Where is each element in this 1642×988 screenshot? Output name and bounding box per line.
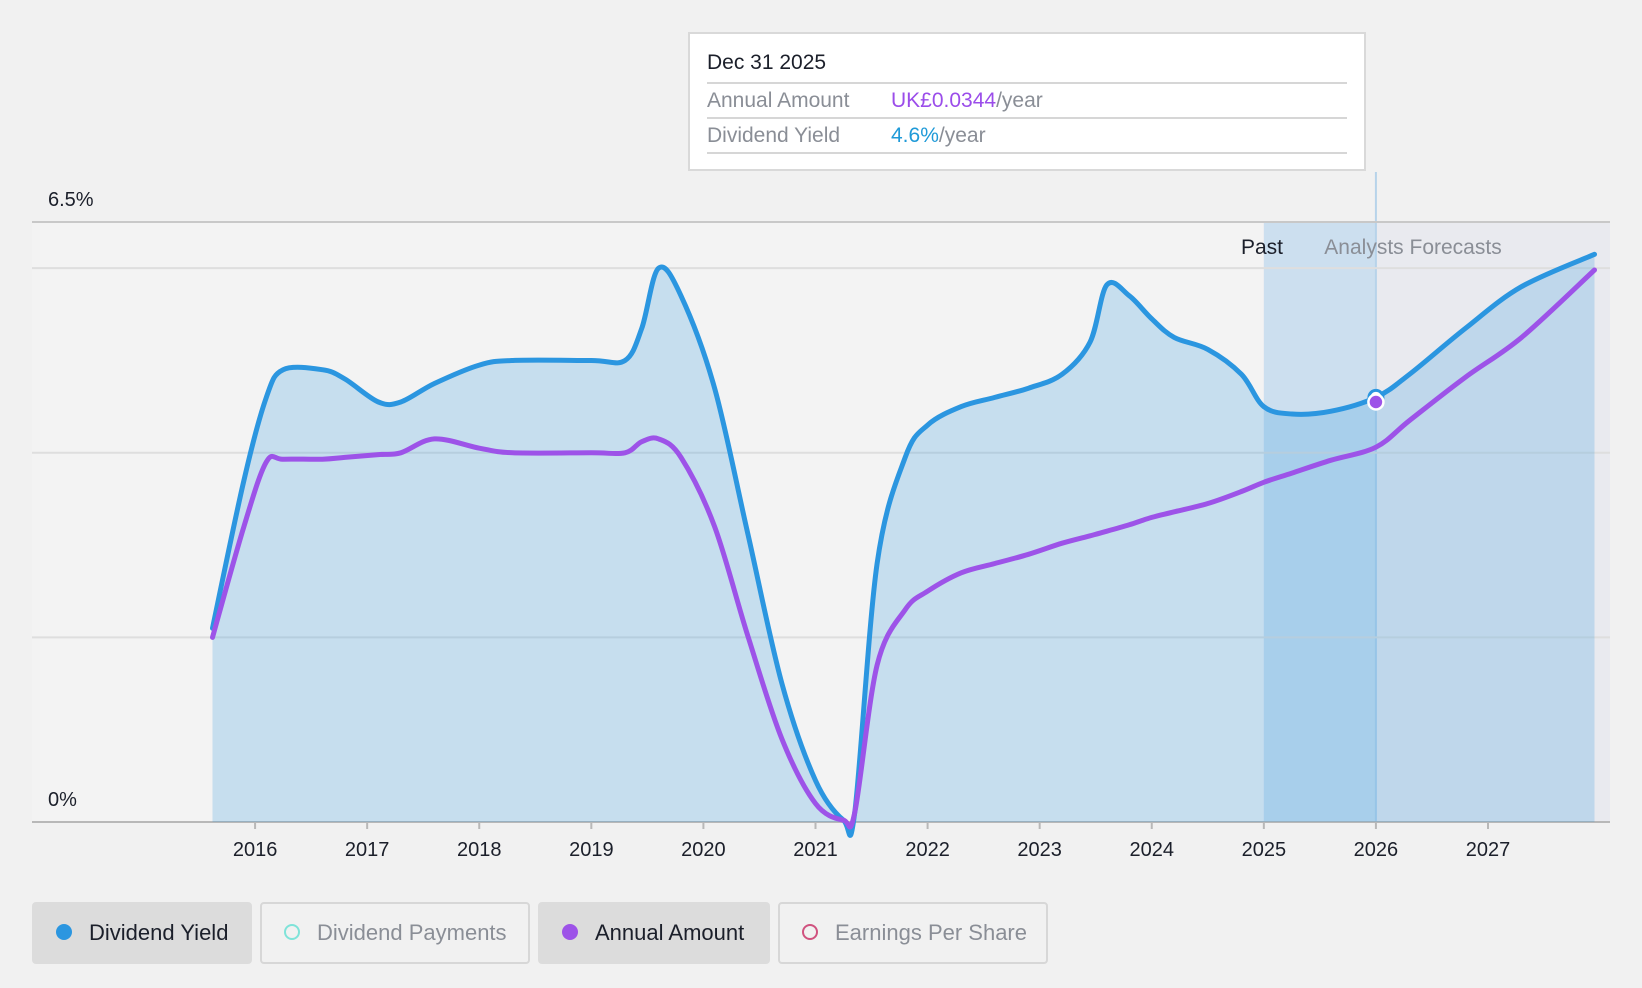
x-tick-label: 2021	[793, 839, 838, 861]
x-tick-label: 2017	[345, 839, 390, 861]
earnings-per-share-ring-icon	[802, 924, 818, 941]
legend-dividend-yield-label: Dividend Yield	[89, 920, 229, 945]
legend-dividend-payments-label: Dividend Payments	[317, 920, 507, 945]
x-tick-label: 2027	[1466, 839, 1511, 861]
x-tick-label: 2022	[905, 839, 950, 861]
tooltip-annual-amount-unit: /year	[996, 89, 1043, 112]
tooltip-dividend-yield-label: Dividend Yield	[707, 124, 841, 147]
x-tick-label: 2023	[1017, 839, 1062, 861]
annual-amount-dot-icon	[562, 924, 578, 941]
forecast-region-label: Analysts Forecasts	[1324, 236, 1501, 259]
legend-dividend-yield-button[interactable]: Dividend Yield	[32, 902, 252, 964]
x-tick-label: 2018	[457, 839, 502, 861]
forecast-band	[1263, 222, 1376, 822]
x-tick-label: 2019	[569, 839, 614, 861]
y-axis-top-label: 6.5%	[48, 189, 94, 211]
tooltip-annual-amount-row: Annual Amount UK£0.0344/year	[707, 84, 1347, 119]
x-tick-label: 2016	[233, 839, 278, 861]
tooltip-annual-amount-label: Annual Amount	[707, 89, 850, 112]
dividend-yield-area	[212, 254, 1595, 836]
legend-earnings-per-share-label: Earnings Per Share	[835, 920, 1027, 945]
x-tick-label: 2020	[681, 839, 726, 861]
tooltip-annual-amount-value: UK£0.0344	[891, 89, 997, 112]
legend-dividend-payments-button[interactable]: Dividend Payments	[260, 902, 530, 964]
x-tick-label: 2025	[1242, 839, 1287, 861]
legend-annual-amount-label: Annual Amount	[595, 920, 745, 945]
tooltip-dividend-yield-unit: /year	[938, 124, 986, 147]
annual-amount-marker	[1367, 393, 1385, 411]
tooltip-date: Dec 31 2025	[707, 48, 1347, 84]
dividend-payments-ring-icon	[284, 924, 300, 941]
tooltip-dividend-yield-value: 4.6%	[891, 124, 939, 147]
tooltip-dividend-yield-row: Dividend Yield 4.6%/year	[707, 119, 1347, 154]
dividend-yield-dot-icon	[56, 924, 72, 941]
past-region-background	[32, 222, 1264, 822]
y-axis-bottom-label: 0%	[48, 789, 77, 811]
chart-tooltip: Dec 31 2025 Annual Amount UK£0.0344/year …	[688, 32, 1366, 171]
annual-amount-line	[210, 267, 1597, 830]
legend-earnings-per-share-button[interactable]: Earnings Per Share	[778, 902, 1048, 964]
x-tick-label: 2024	[1130, 839, 1175, 861]
x-tick-label: 2026	[1354, 839, 1399, 861]
past-region-label: Past	[1241, 236, 1283, 259]
legend-annual-amount-button[interactable]: Annual Amount	[538, 902, 770, 964]
